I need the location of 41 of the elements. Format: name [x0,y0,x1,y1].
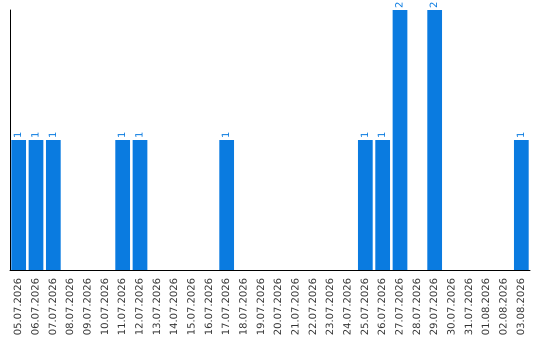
x-tick-label: 14.07.2026 [169,278,180,336]
x-tick-label: 19.07.2026 [256,278,267,336]
data-label: 2 [394,2,406,8]
x-tick-label: 07.07.2026 [48,278,59,336]
x-tick-label: 16.07.2026 [204,278,215,336]
x-tick-label: 18.07.2026 [238,278,250,336]
x-tick-label: 20.07.2026 [273,278,284,336]
x-tick-label: 15.07.2026 [186,278,198,336]
x-tick-label: 01.08.2026 [481,278,492,336]
x-tick-label: 26.07.2026 [377,278,388,336]
x-tick-label: 22.07.2026 [308,278,319,336]
data-label: 1 [134,132,146,138]
data-label: 1 [30,132,42,138]
x-tick-label: 27.07.2026 [394,278,406,336]
x-tick-label: 12.07.2026 [134,278,146,336]
data-label: 1 [48,132,59,138]
data-label: 1 [13,132,24,138]
x-tick-label: 03.08.2026 [516,278,527,336]
x-tick-label: 08.07.2026 [65,278,76,336]
x-tick-label: 13.07.2026 [152,278,163,336]
x-tick-label: 05.07.2026 [13,278,24,336]
data-label: 1 [360,132,371,138]
data-label: 2 [429,2,440,8]
x-tick-label: 09.07.2026 [82,278,94,336]
x-tick-label: 25.07.2026 [360,278,371,336]
x-tick-label: 24.07.2026 [342,278,354,336]
x-tick-label: 02.08.2026 [498,278,510,336]
data-label: 1 [117,132,128,138]
x-tick-label: 10.07.2026 [100,278,111,336]
x-tick-label: 11.07.2026 [117,278,128,336]
x-tick-label: 17.07.2026 [221,278,232,336]
x-tick-label: 30.07.2026 [446,278,458,336]
x-tick-label: 28.07.2026 [412,278,423,336]
data-label: 1 [377,132,388,138]
x-tick-label: 06.07.2026 [30,278,42,336]
data-label: 1 [221,132,232,138]
data-label: 1 [516,132,527,138]
x-tick-label: 23.07.2026 [325,278,336,336]
x-tick-label: 29.07.2026 [429,278,440,336]
x-tick-label: 21.07.2026 [290,278,302,336]
x-tick-label: 31.07.2026 [464,278,475,336]
